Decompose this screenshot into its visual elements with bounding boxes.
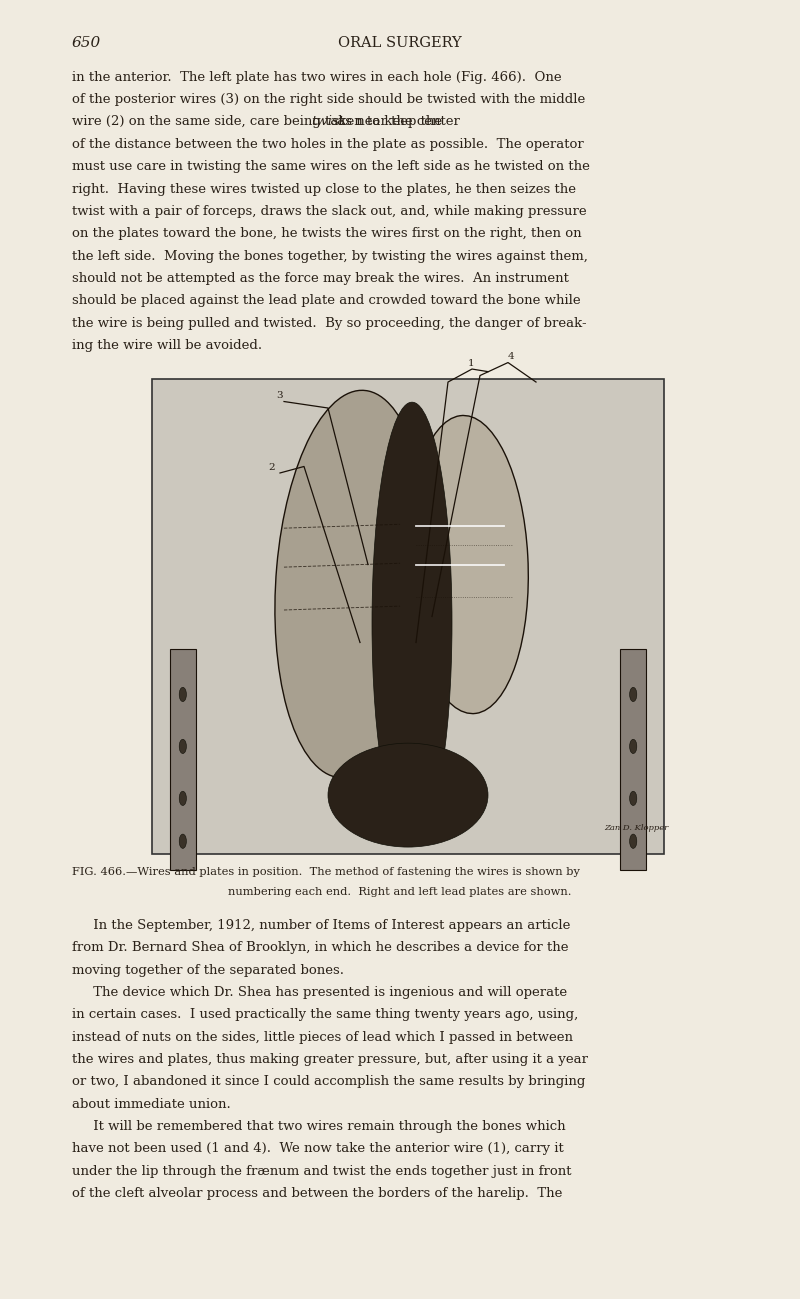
Text: 4: 4	[508, 352, 514, 361]
Text: or two, I abandoned it since I could accomplish the same results by bringing: or two, I abandoned it since I could acc…	[72, 1076, 586, 1089]
Ellipse shape	[275, 390, 429, 778]
Bar	[620, 650, 646, 870]
Text: under the lip through the frænum and twist the ends together just in front: under the lip through the frænum and twi…	[72, 1165, 571, 1178]
Ellipse shape	[630, 791, 637, 805]
Text: should be placed against the lead plate and crowded toward the bone while: should be placed against the lead plate …	[72, 295, 581, 308]
Text: from Dr. Bernard Shea of Brooklyn, in which he describes a device for the: from Dr. Bernard Shea of Brooklyn, in wh…	[72, 942, 569, 955]
Text: about immediate union.: about immediate union.	[72, 1098, 230, 1111]
Text: of the posterior wires (3) on the right side should be twisted with the middle: of the posterior wires (3) on the right …	[72, 94, 586, 107]
Ellipse shape	[372, 403, 452, 844]
Text: right.  Having these wires twisted up close to the plates, he then seizes the: right. Having these wires twisted up clo…	[72, 182, 576, 196]
Text: the wires and plates, thus making greater pressure, but, after using it a year: the wires and plates, thus making greate…	[72, 1053, 588, 1066]
Ellipse shape	[328, 743, 488, 847]
Text: 1: 1	[468, 360, 474, 369]
Ellipse shape	[179, 687, 186, 701]
Ellipse shape	[408, 416, 528, 713]
Text: 2: 2	[268, 464, 274, 473]
Text: 650: 650	[72, 36, 102, 51]
Ellipse shape	[630, 687, 637, 701]
Ellipse shape	[630, 834, 637, 848]
Ellipse shape	[179, 739, 186, 753]
Text: moving together of the separated bones.: moving together of the separated bones.	[72, 964, 344, 977]
Text: the wire is being pulled and twisted.  By so proceeding, the danger of break-: the wire is being pulled and twisted. By…	[72, 317, 586, 330]
Ellipse shape	[179, 791, 186, 805]
Text: In the September, 1912, number of Items of Interest appears an article: In the September, 1912, number of Items …	[72, 918, 570, 931]
Text: twist with a pair of forceps, draws the slack out, and, while making pressure: twist with a pair of forceps, draws the …	[72, 205, 586, 218]
Bar	[152, 379, 664, 853]
Ellipse shape	[630, 739, 637, 753]
Text: on the plates toward the bone, he twists the wires first on the right, then on: on the plates toward the bone, he twists…	[72, 227, 582, 240]
Bar	[170, 650, 196, 870]
Text: should not be attempted as the force may break the wires.  An instrument: should not be attempted as the force may…	[72, 271, 569, 284]
Text: Zan D. Klopper: Zan D. Klopper	[604, 824, 668, 833]
Text: The device which Dr. Shea has presented is ingenious and will operate: The device which Dr. Shea has presented …	[72, 986, 567, 999]
Text: It will be remembered that two wires remain through the bones which: It will be remembered that two wires rem…	[72, 1120, 566, 1133]
Text: the left side.  Moving the bones together, by twisting the wires against them,: the left side. Moving the bones together…	[72, 249, 588, 262]
Text: in certain cases.  I used practically the same thing twenty years ago, using,: in certain cases. I used practically the…	[72, 1008, 578, 1021]
Text: twist: twist	[312, 116, 345, 129]
Text: ing the wire will be avoided.: ing the wire will be avoided.	[72, 339, 262, 352]
Text: in the anterior.  The left plate has two wires in each hole (Fig. 466).  One: in the anterior. The left plate has two …	[72, 70, 562, 84]
Text: FIG. 466.—Wires and plates in position.  The method of fastening the wires is sh: FIG. 466.—Wires and plates in position. …	[72, 866, 580, 877]
Text: ORAL SURGERY: ORAL SURGERY	[338, 36, 462, 51]
Text: numbering each end.  Right and left lead plates are shown.: numbering each end. Right and left lead …	[228, 887, 572, 898]
Text: must use care in twisting the same wires on the left side as he twisted on the: must use care in twisting the same wires…	[72, 160, 590, 173]
Text: of the cleft alveolar process and between the borders of the harelip.  The: of the cleft alveolar process and betwee…	[72, 1187, 562, 1200]
Text: as near the center: as near the center	[333, 116, 460, 129]
Text: 3: 3	[276, 391, 282, 400]
Text: wire (2) on the same side, care being taken to keep the: wire (2) on the same side, care being ta…	[72, 116, 446, 129]
Text: instead of nuts on the sides, little pieces of lead which I passed in between: instead of nuts on the sides, little pie…	[72, 1030, 573, 1043]
Ellipse shape	[179, 834, 186, 848]
Text: have not been used (1 and 4).  We now take the anterior wire (1), carry it: have not been used (1 and 4). We now tak…	[72, 1142, 564, 1155]
Text: of the distance between the two holes in the plate as possible.  The operator: of the distance between the two holes in…	[72, 138, 584, 151]
